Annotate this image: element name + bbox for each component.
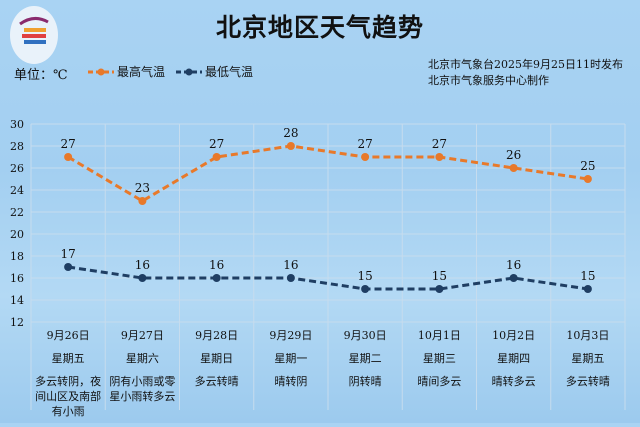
data-label: 27 — [357, 137, 372, 151]
day-column: 9月28日星期日多云转晴 — [180, 328, 254, 397]
legend-high: 最高气温 — [88, 63, 165, 80]
data-point — [583, 285, 592, 293]
data-point — [138, 274, 147, 282]
data-point — [64, 263, 73, 271]
date-label: 9月28日 — [195, 329, 239, 342]
legend-low-label: 最低气温 — [205, 65, 254, 79]
y-tick-label: 28 — [10, 140, 24, 153]
date-label: 10月2日 — [492, 329, 536, 342]
data-label: 23 — [135, 181, 150, 195]
weather-label: 晴间多云 — [417, 375, 462, 388]
y-tick-label: 26 — [10, 162, 24, 175]
series-line-high — [67, 144, 589, 203]
date-label: 10月3日 — [566, 329, 610, 342]
date-label: 9月27日 — [120, 329, 164, 342]
unit-label: 单位：℃ — [14, 68, 68, 83]
legend-low-marker — [176, 68, 202, 75]
data-label: 15 — [432, 269, 447, 283]
data-point — [583, 175, 592, 183]
data-point — [509, 164, 518, 172]
legend-high-marker — [88, 68, 114, 75]
chart-title: 北京地区天气趋势 — [215, 13, 424, 42]
data-point — [509, 274, 518, 282]
producer-info: 北京市气象服务中心制作 — [428, 74, 549, 87]
weather-label: 阴有小雨或零星小雨转多云 — [109, 375, 176, 403]
y-tick-label: 12 — [10, 316, 24, 329]
day-column: 9月27日星期六阴有小雨或零星小雨转多云 — [105, 328, 179, 412]
date-label: 9月29日 — [269, 329, 313, 342]
weekday-label: 星期五 — [51, 352, 85, 365]
day-column: 9月29日星期一晴转阴 — [254, 328, 328, 397]
data-point — [64, 153, 73, 161]
data-label: 16 — [135, 258, 150, 272]
date-label: 10月1日 — [417, 329, 461, 342]
y-tick-label: 30 — [10, 118, 24, 131]
data-point — [212, 274, 221, 282]
data-point — [212, 153, 221, 161]
data-label: 25 — [580, 159, 595, 173]
data-point — [361, 285, 370, 293]
y-tick-label: 24 — [10, 184, 24, 197]
data-label: 16 — [209, 258, 224, 272]
weather-label: 阴转晴 — [348, 375, 382, 388]
weekday-label: 星期五 — [571, 352, 605, 365]
weekday-label: 星期二 — [348, 352, 382, 365]
weather-label: 晴转阴 — [274, 375, 308, 388]
data-label: 15 — [580, 269, 595, 283]
data-label: 27 — [209, 137, 224, 151]
publish-info: 北京市气象台2025年9月25日11时发布 — [428, 58, 623, 71]
weekday-label: 星期日 — [200, 352, 234, 365]
data-point — [286, 274, 295, 282]
data-point — [435, 153, 444, 161]
weekday-label: 星期三 — [422, 352, 456, 365]
date-label: 9月30日 — [343, 329, 387, 342]
y-tick-label: 20 — [10, 228, 24, 241]
data-label: 28 — [283, 126, 298, 140]
data-label: 26 — [506, 148, 521, 162]
day-column: 10月2日星期四晴转多云 — [477, 328, 551, 397]
data-point — [361, 153, 370, 161]
data-label: 27 — [60, 137, 75, 151]
legend-low: 最低气温 — [176, 63, 253, 80]
data-label: 27 — [432, 137, 447, 151]
weather-label: 多云转晴 — [565, 375, 610, 388]
weekday-label: 星期四 — [497, 352, 531, 365]
y-tick-label: 18 — [10, 250, 24, 263]
weather-label: 多云转阴，夜间山区及南部有小雨 — [35, 375, 102, 418]
data-label: 15 — [357, 269, 372, 283]
data-label: 16 — [506, 258, 521, 272]
day-column: 10月1日星期三晴间多云 — [402, 328, 476, 397]
weather-label: 晴转多云 — [491, 375, 536, 388]
y-tick-label: 16 — [10, 272, 24, 285]
day-column: 10月3日星期五多云转晴 — [551, 328, 625, 397]
data-label: 16 — [283, 258, 298, 272]
data-point — [435, 285, 444, 293]
weekday-label: 星期一 — [274, 352, 308, 365]
y-tick-label: 22 — [10, 206, 24, 219]
y-tick-label: 14 — [10, 294, 24, 307]
date-label: 9月26日 — [46, 329, 90, 342]
series-line-low — [67, 265, 589, 291]
data-label: 17 — [60, 247, 75, 261]
day-column: 9月26日星期五多云转阴，夜间山区及南部有小雨 — [31, 328, 105, 427]
data-point — [286, 142, 295, 150]
weekday-label: 星期六 — [125, 352, 159, 365]
meteorological-logo — [10, 6, 58, 64]
day-column: 9月30日星期二阴转晴 — [328, 328, 402, 397]
data-point — [138, 197, 147, 205]
legend-high-label: 最高气温 — [117, 65, 166, 79]
weather-label: 多云转晴 — [194, 375, 239, 388]
